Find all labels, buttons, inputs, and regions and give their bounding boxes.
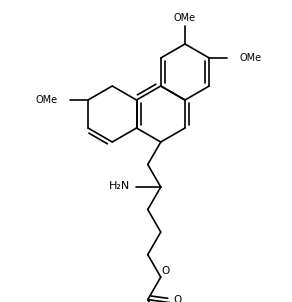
Text: H₂N: H₂N: [109, 181, 130, 191]
Text: OMe: OMe: [174, 13, 196, 23]
Text: OMe: OMe: [239, 53, 261, 63]
Text: O: O: [174, 295, 182, 302]
Text: O: O: [162, 266, 170, 276]
Text: OMe: OMe: [36, 95, 58, 105]
